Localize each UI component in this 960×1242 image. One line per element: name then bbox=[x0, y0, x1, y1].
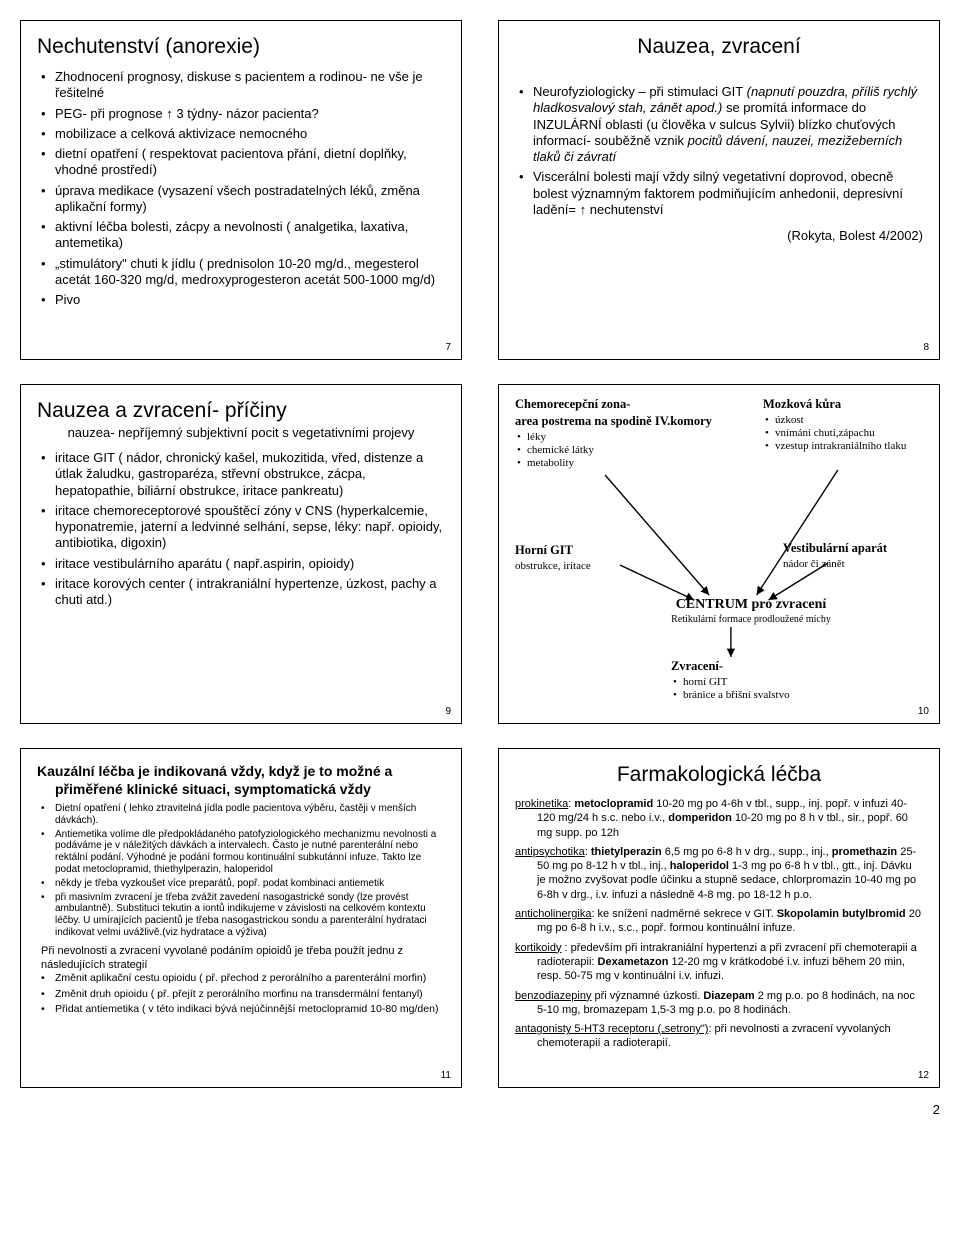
slide8-list: Neurofyziologicky – při stimulaci GIT (n… bbox=[515, 84, 923, 218]
vomiting-pathway-diagram: Chemorecepční zona- area postrema na spo… bbox=[511, 395, 927, 705]
drug-line: benzodiazepiny při významné úzkosti. Dia… bbox=[515, 989, 923, 1018]
slide-number: 11 bbox=[441, 1070, 451, 1081]
label: Mozková kůra bbox=[763, 397, 923, 412]
slide9-list: iritace GIT ( nádor, chronický kašel, mu… bbox=[37, 450, 445, 608]
list-item: Antiemetika volíme dle předpokládaného p… bbox=[41, 829, 445, 876]
slide-number: 8 bbox=[923, 342, 929, 353]
slide11-subtitle: přiměřené klinické situaci, symptomatick… bbox=[55, 781, 445, 797]
drug-line: antagonisty 5-HT3 receptoru („setrony"):… bbox=[515, 1022, 923, 1051]
list-item: dietní opatření ( respektovat pacientova… bbox=[41, 146, 445, 179]
slide11-list-bot: Změnit aplikační cestu opioidu ( př. pře… bbox=[37, 972, 445, 1016]
list-item: Neurofyziologicky – při stimulaci GIT (n… bbox=[519, 84, 923, 165]
text: Neurofyziologicky – při stimulaci GIT (n… bbox=[533, 84, 917, 164]
page-number: 2 bbox=[20, 1102, 940, 1117]
vomiting-output-box: Zvracení- horní GIT bránice a břišní sva… bbox=[671, 659, 841, 702]
list-item: vzestup intrakraniálního tlaku bbox=[765, 440, 923, 453]
list-item: horní GIT bbox=[673, 676, 841, 689]
label: Retikulární formace prodloužené míchy bbox=[641, 614, 861, 626]
slide-10: Chemorecepční zona- area postrema na spo… bbox=[498, 384, 940, 724]
drug-line: prokinetika: metoclopramid 10-20 mg po 4… bbox=[515, 797, 923, 840]
slide11-title: Kauzální léčba je indikovaná vždy, když … bbox=[37, 763, 445, 779]
cortex-box: Mozková kůra úzkost vnímání chuti,zápach… bbox=[763, 397, 923, 454]
sublist: léky chemické látky metabolity bbox=[517, 431, 730, 471]
slide-12: Farmakologická léčba prokinetika: metocl… bbox=[498, 748, 940, 1088]
list-item: aktivní léčba bolesti, zácpy a nevolnost… bbox=[41, 219, 445, 252]
slide7-title: Nechutenství (anorexie) bbox=[37, 35, 445, 59]
list-item: při masivním zvracení je třeba zvážit za… bbox=[41, 892, 445, 939]
slide8-title: Nauzea, zvracení bbox=[515, 35, 923, 59]
vestibular-box: Vestibulární aparát nádor či zánět bbox=[783, 541, 923, 571]
list-item: úzkost bbox=[765, 414, 923, 427]
list-item: metabolity bbox=[517, 457, 730, 470]
slide-number: 12 bbox=[918, 1070, 929, 1081]
list-item: iritace vestibulárního aparátu ( např.as… bbox=[41, 556, 445, 572]
list-item: vnímání chuti,zápachu bbox=[765, 427, 923, 440]
list-item: Přidat antiemetika ( v této indikaci býv… bbox=[41, 1003, 445, 1016]
slide-grid: Nechutenství (anorexie) Zhodnocení progn… bbox=[20, 20, 940, 1088]
list-item: někdy je třeba vyzkoušet více preparátů,… bbox=[41, 878, 445, 890]
slide-number: 7 bbox=[445, 342, 451, 353]
slide12-content: prokinetika: metoclopramid 10-20 mg po 4… bbox=[515, 797, 923, 1051]
slide-11: Kauzální léčba je indikovaná vždy, když … bbox=[20, 748, 462, 1088]
slide-number: 9 bbox=[445, 706, 451, 717]
list-item: úprava medikace (vysazení všech postrada… bbox=[41, 183, 445, 216]
label: CENTRUM pro zvracení bbox=[641, 597, 861, 614]
list-item: PEG- při prognose ↑ 3 týdny- názor pacie… bbox=[41, 106, 445, 122]
label: Horní GIT bbox=[515, 543, 635, 558]
list-item: Změnit druh opioidu ( př. přejít z peror… bbox=[41, 988, 445, 1001]
list-item: Zhodnocení prognosy, diskuse s pacientem… bbox=[41, 69, 445, 102]
list-item: iritace chemoreceptorové spouštěcí zóny … bbox=[41, 503, 445, 552]
slide-number: 10 bbox=[918, 706, 929, 717]
list-item: mobilizace a celková aktivizace nemocnéh… bbox=[41, 126, 445, 142]
sublist: úzkost vnímání chuti,zápachu vzestup int… bbox=[765, 414, 923, 454]
slide11-list-top: Dietní opatření ( lehko ztravitelná jídl… bbox=[37, 803, 445, 939]
slide11-note: Při nevolnosti a zvracení vyvolané podán… bbox=[41, 945, 445, 973]
label: area postrema na spodině IV.komory bbox=[515, 414, 730, 429]
list-item: Pivo bbox=[41, 292, 445, 308]
slide-8: Nauzea, zvracení Neurofyziologicky – při… bbox=[498, 20, 940, 360]
citation: (Rokyta, Bolest 4/2002) bbox=[515, 228, 923, 243]
label: Zvracení- bbox=[671, 659, 841, 674]
slide9-title: Nauzea a zvracení- příčiny bbox=[37, 399, 445, 423]
label: Vestibulární aparát bbox=[783, 541, 923, 556]
drug-line: antipsychotika: thietylperazin 6,5 mg po… bbox=[515, 845, 923, 902]
list-item: iritace GIT ( nádor, chronický kašel, mu… bbox=[41, 450, 445, 499]
list-item: chemické látky bbox=[517, 444, 730, 457]
vomiting-center-box: CENTRUM pro zvracení Retikulární formace… bbox=[641, 597, 861, 626]
drug-line: kortikoidy : především při intrakraniáln… bbox=[515, 941, 923, 984]
slide-7: Nechutenství (anorexie) Zhodnocení progn… bbox=[20, 20, 462, 360]
list-item: Viscerální bolesti mají vždy silný veget… bbox=[519, 169, 923, 218]
slide7-list: Zhodnocení prognosy, diskuse s pacientem… bbox=[37, 69, 445, 308]
list-item: Dietní opatření ( lehko ztravitelná jídl… bbox=[41, 803, 445, 827]
slide-9: Nauzea a zvracení- příčiny nauzea- nepří… bbox=[20, 384, 462, 724]
list-item: bránice a břišní svalstvo bbox=[673, 689, 841, 702]
list-item: „stimulátory" chuti k jídlu ( prednisolo… bbox=[41, 256, 445, 289]
label: obstrukce, iritace bbox=[515, 560, 635, 573]
list-item: léky bbox=[517, 431, 730, 444]
slide9-subtitle: nauzea- nepříjemný subjektivní pocit s v… bbox=[37, 425, 445, 440]
label: nádor či zánět bbox=[783, 558, 923, 571]
upper-git-box: Horní GIT obstrukce, iritace bbox=[515, 543, 635, 573]
sublist: horní GIT bránice a břišní svalstvo bbox=[673, 676, 841, 702]
list-item: Změnit aplikační cestu opioidu ( př. pře… bbox=[41, 972, 445, 985]
drug-line: anticholinergika: ke snížení nadměrné se… bbox=[515, 907, 923, 936]
slide12-title: Farmakologická léčba bbox=[515, 763, 923, 787]
label: Chemorecepční zona- bbox=[515, 397, 730, 412]
chemorecep-zone-box: Chemorecepční zona- area postrema na spo… bbox=[515, 397, 730, 471]
list-item: iritace korových center ( intrakraniální… bbox=[41, 576, 445, 609]
